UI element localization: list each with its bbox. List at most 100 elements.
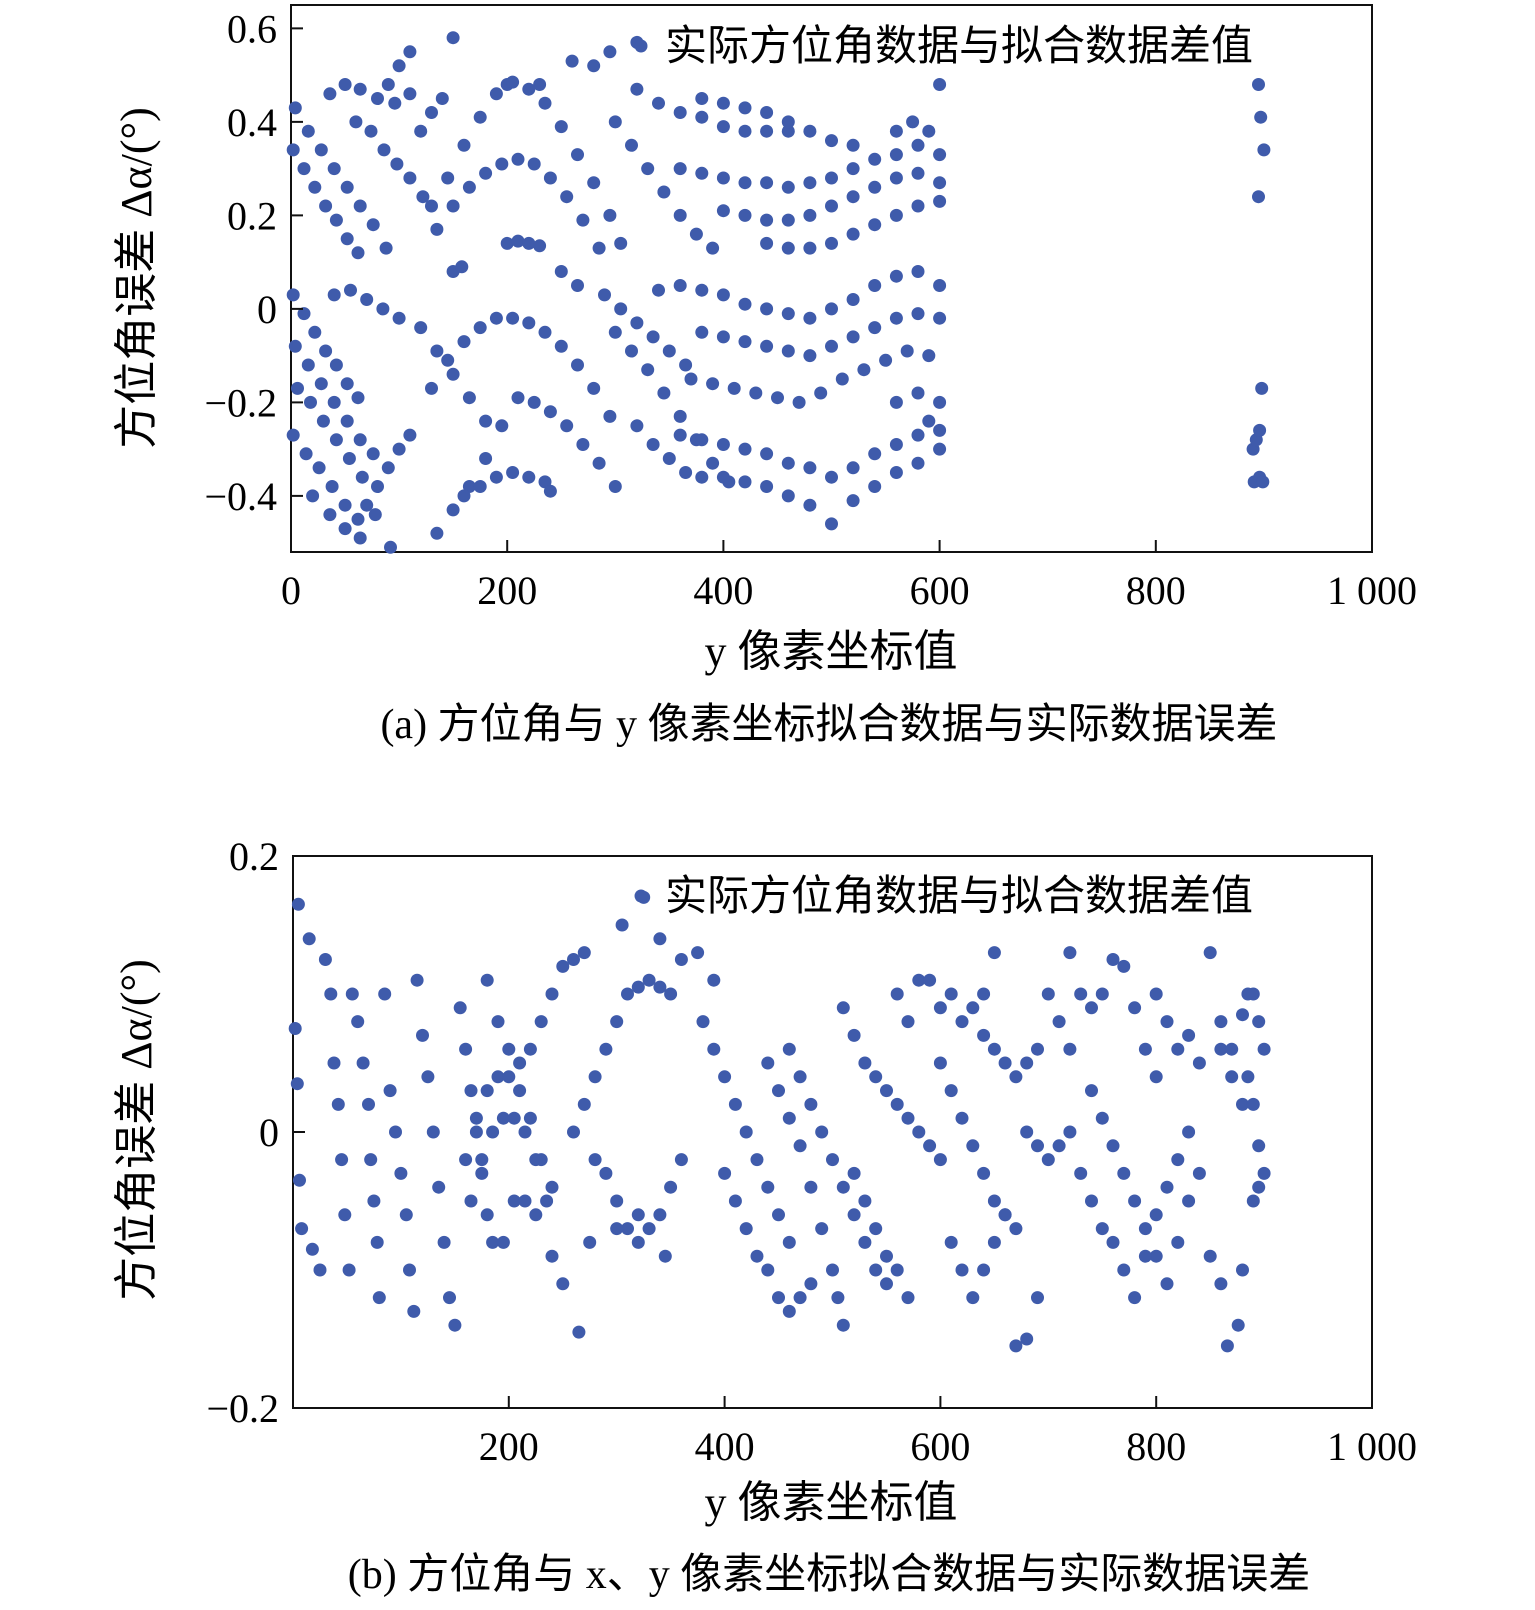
panel-a-point [533, 239, 547, 253]
panel-a-point [473, 110, 487, 124]
panel-b-point [674, 953, 688, 966]
panel-a-point [911, 199, 925, 213]
panel-a-point [425, 381, 438, 395]
panel-b-point [599, 1042, 613, 1056]
panel-a-point [338, 498, 352, 512]
panel-b-point [858, 1194, 872, 1208]
panel-a-x-tick-label: 600 [910, 568, 970, 613]
panel-b-point [351, 1015, 365, 1029]
panel-a-point [846, 190, 860, 204]
panel-b-point [1020, 1056, 1034, 1070]
panel-b-point [513, 1084, 527, 1098]
panel-b-point [491, 1015, 505, 1029]
panel-a-point [630, 419, 644, 433]
panel-a-point [457, 335, 471, 349]
panel-a-point [543, 405, 557, 419]
panel-a-point [673, 162, 687, 176]
panel-a-point [587, 381, 601, 395]
panel-a-point [727, 381, 741, 395]
panel-b-point [847, 1166, 861, 1180]
panel-a-point [340, 232, 354, 246]
panel-b-point [890, 1263, 904, 1277]
panel-a-point [652, 96, 665, 110]
panel-a-point [911, 456, 925, 470]
panel-b-point [955, 1263, 969, 1277]
panel-b-point [987, 1235, 1001, 1249]
panel-a-point [803, 124, 817, 138]
panel-b-point [486, 1125, 500, 1139]
panel-b-point [804, 1277, 818, 1291]
panel-b-point [761, 1056, 775, 1070]
panel-a-point [304, 395, 317, 409]
panel-a-point [506, 75, 520, 89]
panel-b-point [804, 1180, 818, 1194]
panel-b-points [288, 890, 1271, 1353]
panel-a-point [603, 45, 617, 59]
panel-b-point [556, 1277, 570, 1291]
panel-a-point [911, 428, 925, 442]
panel-b-point [1203, 1249, 1217, 1263]
panel-a-point [522, 82, 536, 96]
panel-a-point [543, 171, 557, 185]
panel-a-point [803, 176, 817, 190]
panel-a-point [803, 349, 817, 363]
panel-a-point [430, 222, 444, 236]
panel-b-point [305, 1242, 319, 1256]
panel-b-point [534, 1015, 548, 1029]
panel-a-point [868, 321, 882, 335]
panel-b-point [944, 1235, 958, 1249]
panel-b-point [858, 1056, 872, 1070]
panel-b-point [1171, 1153, 1185, 1167]
panel-a-point [479, 452, 493, 465]
panel-b-point [836, 1318, 850, 1332]
panel-a-point [308, 325, 322, 339]
panel-a-point [646, 438, 660, 451]
panel-b-point [496, 1111, 510, 1125]
panel-a-point [527, 395, 541, 409]
panel-a-point [560, 419, 574, 433]
panel-b-point [293, 1173, 306, 1187]
panel-a-point [846, 461, 860, 475]
panel-a-point [825, 134, 838, 148]
panel-b-point [642, 1222, 656, 1236]
panel-a-legend: 实际方位角数据与拟合数据差值 [634, 23, 1253, 70]
panel-b-point [459, 1042, 473, 1056]
panel-b-point [923, 1139, 937, 1153]
panel-b-point [977, 1263, 991, 1277]
panel-a-point [301, 124, 315, 138]
panel-b-point [335, 1153, 349, 1167]
panel-a-point [533, 78, 547, 91]
panel-a-point [738, 442, 752, 456]
panel-a-point [803, 461, 817, 475]
panel-a-point [473, 321, 487, 335]
panel-a-point [349, 115, 363, 129]
panel-a-point [489, 470, 503, 484]
panel-b-point [302, 932, 316, 946]
panel-a-point [625, 138, 638, 152]
panel-b-point [987, 1042, 1001, 1056]
panel-b-point [664, 987, 678, 1001]
panel-b-point [782, 1304, 796, 1318]
panel-a-y-axis-label: 方位角误差 Δα/(°) [112, 107, 161, 448]
panel-a-point [327, 288, 341, 302]
panel-a-point [630, 82, 644, 96]
panel-b-point [728, 1194, 742, 1208]
panel-a-point [673, 106, 687, 119]
panel-a-point [325, 480, 339, 493]
panel-b-point [1225, 1042, 1239, 1056]
panel-b-point [933, 1153, 947, 1167]
panel-a-point [781, 307, 795, 321]
panel-b-point [394, 1166, 408, 1180]
panel-b-point [944, 987, 958, 1001]
panel-b-point [403, 1263, 416, 1277]
panel-b-point [480, 1084, 494, 1098]
panel-a-point [825, 339, 838, 353]
panel-a-point [641, 363, 655, 377]
panel-b-point [421, 1070, 435, 1084]
panel-a-point [312, 461, 326, 475]
panel-a-point [857, 363, 871, 377]
panel-a-point [695, 92, 709, 105]
panel-a-point [414, 321, 428, 335]
panel-b-point [291, 897, 305, 911]
panel-a-point [353, 433, 367, 447]
